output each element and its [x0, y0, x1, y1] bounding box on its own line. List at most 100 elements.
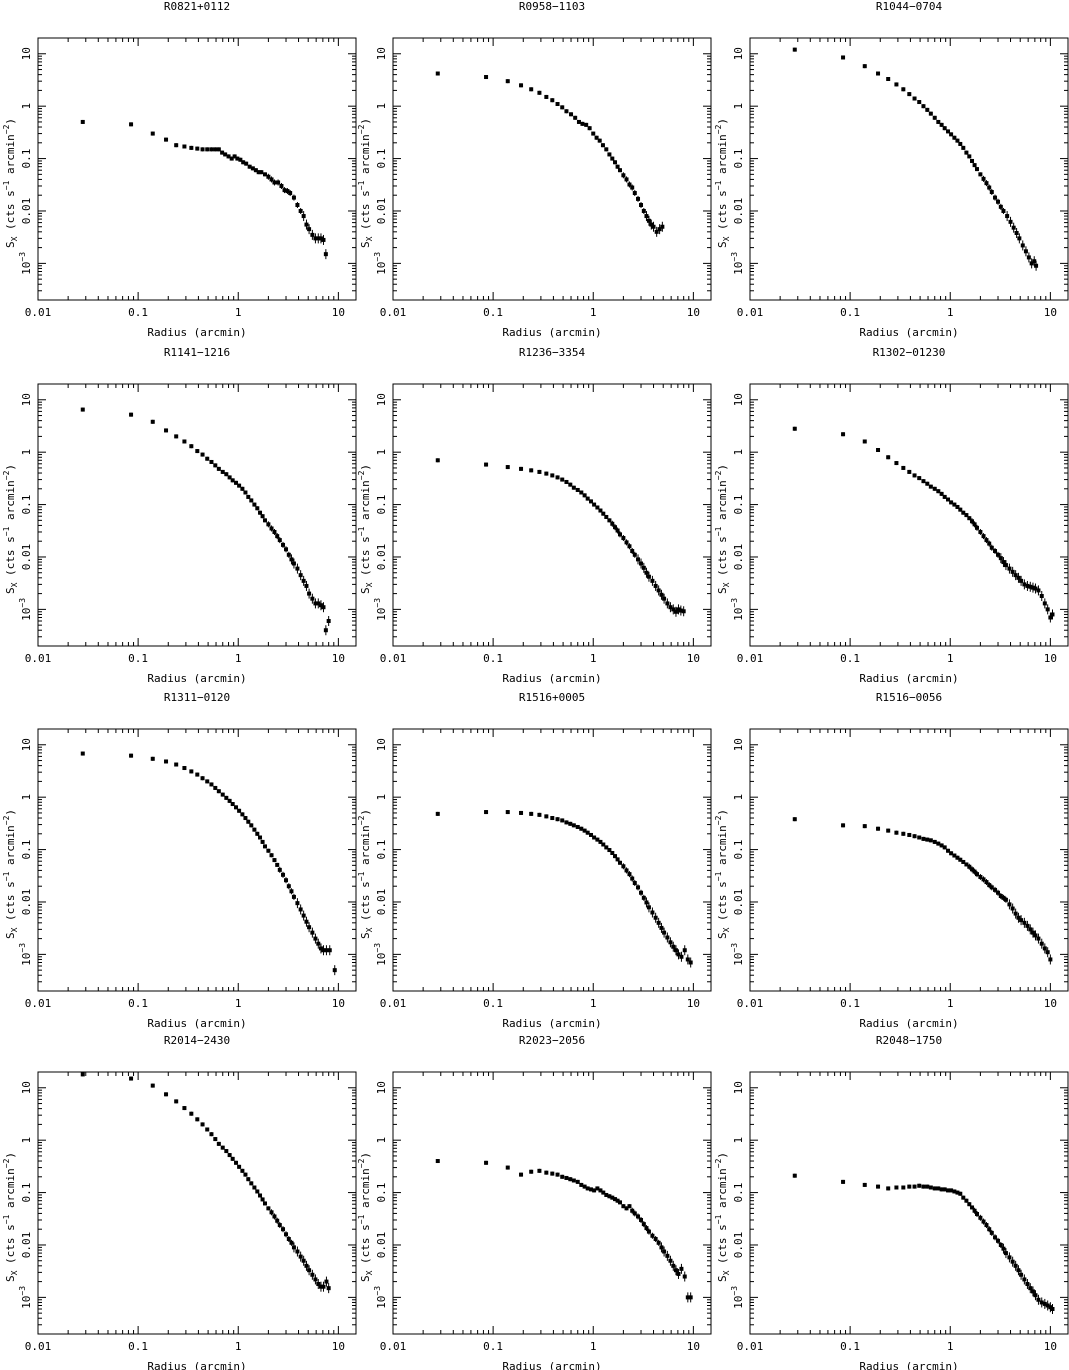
data-point — [981, 1219, 986, 1224]
data-point — [967, 864, 972, 869]
y-tick-label: 10 — [732, 47, 745, 60]
y-tick-label-exponent: −3 — [373, 598, 382, 608]
data-point — [229, 156, 234, 161]
x-axis-label: Radius (arcmin) — [502, 1360, 601, 1370]
data-point — [579, 826, 584, 831]
data-point — [978, 529, 983, 534]
data-point — [989, 190, 994, 195]
data-point — [912, 834, 917, 839]
data-point — [610, 156, 615, 161]
data-point — [544, 471, 549, 476]
data-point — [921, 1184, 926, 1189]
data-point — [304, 583, 309, 588]
y-axis-label: SX (cts s−1 arcmin−2) — [714, 464, 731, 594]
data-point — [996, 552, 1001, 557]
data-point — [676, 607, 681, 612]
y-tick-label: 10−3 — [730, 252, 745, 275]
data-point — [237, 1164, 242, 1169]
data-point — [209, 147, 214, 152]
data-point — [582, 493, 587, 498]
data-point — [150, 756, 155, 761]
data-point — [182, 144, 187, 149]
data-point — [1039, 593, 1044, 598]
x-tick-label: 1 — [590, 997, 597, 1010]
data-point — [862, 824, 867, 829]
data-point — [928, 838, 933, 843]
data-point — [313, 601, 318, 606]
data-point — [195, 1117, 200, 1122]
y-label-units-mid: arcmin — [4, 134, 17, 180]
data-point — [636, 1214, 641, 1219]
data-point — [164, 428, 169, 433]
data-point — [681, 609, 686, 614]
x-tick-label: 10 — [1044, 997, 1057, 1010]
y-tick-label: 10 — [20, 1081, 33, 1094]
data-point — [129, 1076, 134, 1081]
y-label-units: (cts s — [716, 190, 729, 236]
data-point — [996, 199, 1001, 204]
data-point — [617, 168, 622, 173]
data-point — [646, 905, 651, 910]
data-point — [575, 487, 580, 492]
data-point — [949, 1188, 954, 1193]
data-point — [289, 557, 294, 562]
data-point — [255, 506, 260, 511]
data-point — [1045, 950, 1050, 955]
data-point — [234, 1160, 239, 1165]
data-point — [298, 907, 303, 912]
y-label-units-end: ) — [359, 464, 372, 471]
y-label-s: S — [4, 241, 17, 248]
y-axis-label: SX (cts s−1 arcmin−2) — [2, 464, 19, 594]
y-tick-label: 0.01 — [375, 1232, 388, 1259]
data-point — [1029, 261, 1034, 266]
data-point — [589, 1187, 594, 1192]
data-point — [164, 137, 169, 142]
data-point — [591, 131, 596, 136]
data-point — [685, 1295, 690, 1300]
data-point — [949, 132, 954, 137]
data-point — [932, 486, 937, 491]
data-point — [318, 236, 323, 241]
y-label-units: (cts s — [716, 881, 729, 927]
data-point — [659, 1245, 664, 1250]
data-point — [978, 1215, 983, 1220]
y-label-units-mid: arcmin — [359, 825, 372, 871]
y-label-units-mid: arcmin — [716, 1168, 729, 1214]
data-point — [150, 419, 155, 424]
data-point — [227, 798, 232, 803]
data-point — [564, 820, 569, 825]
data-point — [205, 1127, 210, 1132]
data-point — [80, 1072, 85, 1077]
y-label-s: S — [359, 1275, 372, 1282]
data-point — [205, 779, 210, 784]
x-tick-label: 0.1 — [128, 997, 148, 1010]
data-point — [668, 940, 673, 945]
y-tick-label-base: 10 — [375, 262, 388, 275]
data-point — [958, 141, 963, 146]
data-point — [974, 525, 979, 530]
data-point — [595, 837, 600, 842]
data-point — [307, 925, 312, 930]
y-label-units-end: ) — [359, 1152, 372, 1159]
x-tick-label: 10 — [687, 306, 700, 319]
data-point — [295, 1249, 300, 1254]
x-tick-label: 0.1 — [840, 306, 860, 319]
data-point — [182, 766, 187, 771]
data-point — [1008, 219, 1013, 224]
data-point — [249, 1181, 254, 1186]
data-point — [841, 1179, 846, 1184]
data-point — [936, 1186, 941, 1191]
data-point — [939, 122, 944, 127]
data-point — [679, 954, 684, 959]
data-point — [641, 565, 646, 570]
y-tick-label-exponent: −3 — [730, 943, 739, 953]
data-point — [505, 79, 510, 84]
data-point — [564, 109, 569, 114]
data-point — [544, 94, 549, 99]
y-label-exp2: −2 — [714, 815, 723, 825]
data-point — [679, 1266, 684, 1271]
data-point — [571, 1178, 576, 1183]
y-label-sub: X — [722, 236, 731, 241]
y-tick-label: 0.1 — [375, 149, 388, 169]
